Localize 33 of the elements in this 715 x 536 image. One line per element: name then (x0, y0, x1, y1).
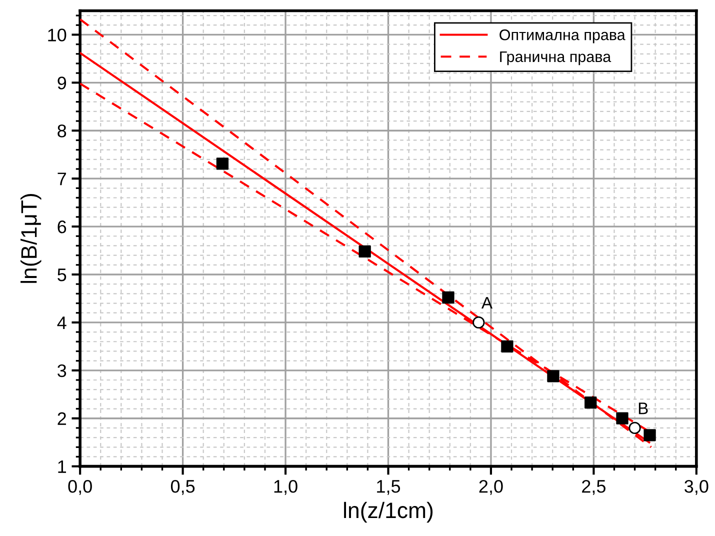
x-axis-title: ln(z/1cm) (344, 502, 433, 523)
point (216, 158, 229, 170)
y-tick-label: 6 (58, 220, 66, 234)
y-tick-label: 2 (58, 412, 66, 425)
x-tick-label: 0,5 (170, 480, 195, 495)
legend-label: Гранична права (500, 51, 612, 66)
y-tick-label: 4 (57, 316, 66, 329)
y-axis-title: ln(B/1μT) (20, 194, 42, 283)
y-tick-label: 10 (48, 28, 66, 42)
annotation: B (638, 402, 648, 414)
y-tick-label: 3 (58, 364, 66, 378)
point (472, 316, 485, 329)
point (616, 412, 628, 424)
y-tick-label: 7 (58, 172, 66, 186)
x-tick-label: 1,0 (274, 480, 298, 495)
annotation: A (481, 297, 492, 309)
legend-label: Оптимална права (500, 29, 626, 44)
x-tick-label: 1,5 (377, 480, 400, 495)
x-tick-label: 2,0 (479, 480, 503, 495)
y-tick-label: 1 (58, 460, 66, 473)
y-tick-label: 5 (58, 268, 66, 282)
x-tick-label: 0,0 (68, 480, 92, 495)
point (442, 291, 454, 304)
point (644, 429, 656, 442)
point (628, 422, 641, 434)
y-tick-label: 9 (58, 76, 66, 90)
y-tick-label: 8 (58, 124, 66, 138)
x-tick-label: 3,0 (684, 480, 708, 495)
point (584, 396, 597, 409)
x-tick-label: 2,5 (582, 480, 606, 495)
point (358, 245, 371, 258)
point (547, 370, 560, 382)
point (501, 340, 514, 352)
